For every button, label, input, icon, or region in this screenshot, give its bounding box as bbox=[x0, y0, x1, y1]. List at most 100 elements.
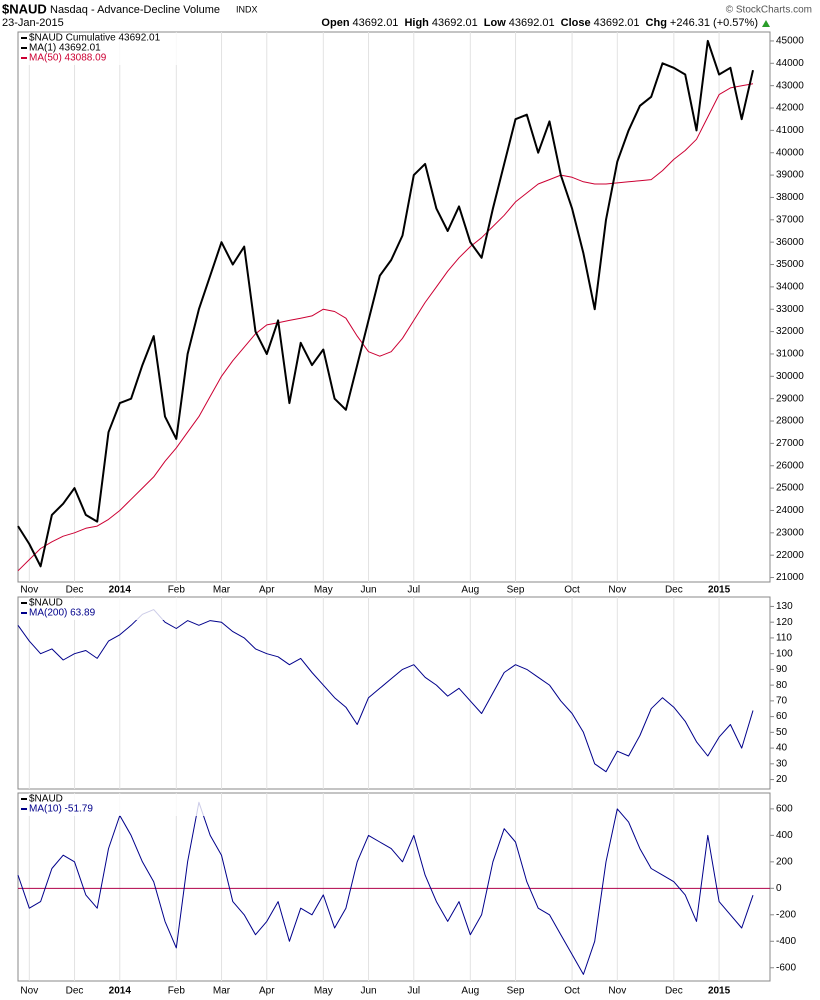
y-tick-label: 20 bbox=[776, 774, 788, 785]
y-tick-label: 32000 bbox=[776, 326, 804, 337]
y-tick-label: -200 bbox=[776, 909, 796, 920]
y-tick-label: 38000 bbox=[776, 192, 804, 203]
y-tick-label: 31000 bbox=[776, 349, 804, 360]
series-line bbox=[17, 39, 754, 568]
series-line bbox=[17, 609, 754, 773]
y-tick-label: 27000 bbox=[776, 438, 804, 449]
y-tick-label: 35000 bbox=[776, 259, 804, 270]
y-tick-label: 200 bbox=[776, 856, 793, 867]
y-tick-label: 43000 bbox=[776, 80, 804, 91]
quote-label: Open bbox=[321, 17, 349, 29]
x-tick-label: Mar bbox=[213, 986, 231, 997]
y-tick-label: 45000 bbox=[776, 36, 804, 47]
up-arrow bbox=[762, 20, 770, 27]
y-tick-label: -400 bbox=[776, 936, 796, 947]
x-tick-label: Oct bbox=[564, 585, 580, 596]
x-tick-label: Dec bbox=[66, 986, 84, 997]
y-tick-label: 37000 bbox=[776, 214, 804, 225]
y-tick-label: 39000 bbox=[776, 170, 804, 181]
quote-value: 43692.01 bbox=[594, 17, 640, 29]
x-tick-label: Mar bbox=[213, 585, 231, 596]
y-tick-label: 120 bbox=[776, 617, 793, 628]
x-tick-label: 2014 bbox=[109, 986, 132, 997]
quote-label: Chg bbox=[646, 17, 667, 29]
quote-label: Close bbox=[561, 17, 591, 29]
y-tick-label: 60 bbox=[776, 711, 788, 722]
x-tick-label: Aug bbox=[461, 585, 479, 596]
legend-bg bbox=[19, 794, 209, 816]
y-tick-label: 30000 bbox=[776, 371, 804, 382]
y-tick-label: 33000 bbox=[776, 304, 804, 315]
y-tick-label: 41000 bbox=[776, 125, 804, 136]
x-tick-label: Feb bbox=[168, 986, 186, 997]
date: 23-Jan-2015 bbox=[2, 17, 64, 29]
x-tick-label: 2014 bbox=[109, 585, 132, 596]
panel-frame bbox=[17, 792, 771, 982]
y-tick-label: 36000 bbox=[776, 237, 804, 248]
quote-label: High bbox=[404, 17, 429, 29]
legend-bg bbox=[19, 33, 209, 65]
x-tick-label: 2015 bbox=[708, 986, 731, 997]
x-tick-label: Sep bbox=[507, 585, 525, 596]
y-tick-label: 100 bbox=[776, 648, 793, 659]
series-line bbox=[17, 83, 754, 572]
y-tick-label: 80 bbox=[776, 680, 788, 691]
panel-label: $NAUD Cumulative 43692.01 bbox=[29, 33, 161, 44]
x-tick-label: Nov bbox=[20, 986, 38, 997]
x-tick-label: Jul bbox=[407, 986, 420, 997]
x-tick-label: Sep bbox=[507, 986, 525, 997]
y-tick-label: 42000 bbox=[776, 103, 804, 114]
x-tick-label: Oct bbox=[564, 986, 580, 997]
x-tick-label: Apr bbox=[259, 986, 275, 997]
y-tick-label: 130 bbox=[776, 601, 793, 612]
y-tick-label: 21000 bbox=[776, 572, 804, 583]
x-tick-label: Jun bbox=[360, 585, 376, 596]
y-tick-label: 23000 bbox=[776, 527, 804, 538]
legend-label: MA(50) 43088.09 bbox=[29, 53, 107, 64]
y-tick-label: 40000 bbox=[776, 147, 804, 158]
panel-label: $NAUD bbox=[29, 598, 63, 609]
x-tick-label: May bbox=[314, 585, 333, 596]
legend-label: MA(10) -51.79 bbox=[29, 804, 93, 815]
y-tick-label: 40 bbox=[776, 743, 788, 754]
quote-label: Low bbox=[484, 17, 506, 29]
legend-label: MA(1) 43692.01 bbox=[29, 43, 101, 54]
y-tick-label: 44000 bbox=[776, 58, 804, 69]
panel-frame bbox=[17, 31, 771, 583]
quote: Open 43692.01 High 43692.01 Low 43692.01 Close… bbox=[321, 17, 758, 29]
quote-value: 43692.01 bbox=[353, 17, 399, 29]
y-tick-label: 29000 bbox=[776, 393, 804, 404]
x-tick-label: Dec bbox=[66, 585, 84, 596]
y-tick-label: 28000 bbox=[776, 416, 804, 427]
x-tick-label: May bbox=[314, 986, 333, 997]
x-tick-label: 2015 bbox=[708, 585, 731, 596]
exchange: INDX bbox=[236, 4, 258, 14]
y-tick-label: 90 bbox=[776, 664, 788, 675]
y-tick-label: 50 bbox=[776, 727, 788, 738]
y-tick-label: 110 bbox=[776, 633, 792, 644]
copyright: © StockCharts.com bbox=[726, 5, 812, 16]
y-tick-label: 0 bbox=[776, 883, 782, 894]
panel-label: $NAUD bbox=[29, 794, 63, 805]
y-tick-label: -600 bbox=[776, 962, 796, 973]
y-tick-label: 70 bbox=[776, 696, 788, 707]
quote-value: 43692.01 bbox=[432, 17, 478, 29]
y-tick-label: 34000 bbox=[776, 282, 804, 293]
x-tick-label: Aug bbox=[461, 986, 479, 997]
index-name: Nasdaq - Advance-Decline Volume bbox=[50, 4, 220, 16]
x-tick-label: Feb bbox=[168, 585, 186, 596]
symbol: $NAUD bbox=[2, 1, 47, 16]
x-tick-label: Jul bbox=[407, 585, 420, 596]
x-tick-label: Dec bbox=[665, 585, 683, 596]
x-tick-label: Apr bbox=[259, 585, 275, 596]
x-tick-label: Nov bbox=[608, 986, 626, 997]
x-tick-label: Jun bbox=[360, 986, 376, 997]
x-tick-label: Nov bbox=[608, 585, 626, 596]
x-tick-label: Nov bbox=[20, 585, 38, 596]
legend-label: MA(200) 63.89 bbox=[29, 608, 96, 619]
y-tick-label: 30 bbox=[776, 758, 788, 769]
quote-value: +246.31 (+0.57%) bbox=[670, 17, 758, 29]
x-tick-label: Dec bbox=[665, 986, 683, 997]
